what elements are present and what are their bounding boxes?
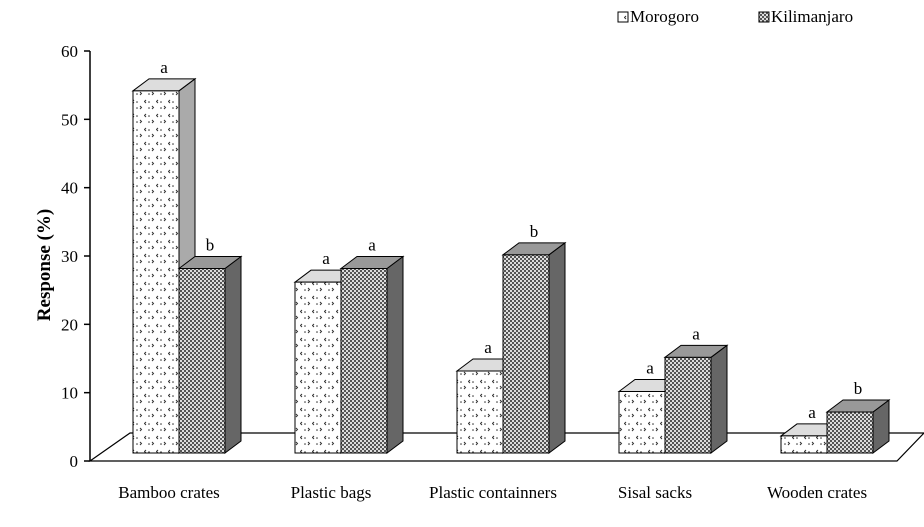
x-tick-label: Wooden crates [767, 483, 867, 502]
bar-face [178, 268, 226, 454]
bar-face [340, 268, 388, 454]
bar-face [826, 411, 874, 454]
bar-face [618, 391, 666, 454]
significance-label: b [206, 236, 215, 255]
significance-label: a [160, 58, 168, 77]
y-tick-label: 10 [61, 384, 78, 403]
significance-label: a [322, 249, 330, 268]
significance-label: b [530, 222, 539, 241]
bar-face [664, 356, 712, 454]
significance-label: a [368, 236, 376, 255]
bar-face [294, 281, 342, 454]
bar [825, 399, 891, 454]
legend-label: Morogoro [630, 7, 699, 26]
bar-face [132, 90, 180, 454]
x-tick-label: Bamboo crates [118, 483, 220, 502]
bar [177, 255, 243, 454]
bar-face [502, 254, 550, 454]
floor [88, 432, 924, 462]
y-axis-label: Response (%) [34, 209, 55, 321]
y-tick-label: 40 [61, 179, 78, 198]
legend-swatch [617, 11, 629, 23]
bar-face [386, 255, 404, 454]
significance-label: a [484, 338, 492, 357]
y-tick-label: 0 [70, 452, 79, 471]
bar-face [780, 435, 828, 454]
y-tick-label: 30 [61, 247, 78, 266]
x-tick-label: Plastic containners [429, 483, 557, 502]
bar-face [710, 344, 728, 454]
x-tick-label: Plastic bags [291, 483, 372, 502]
y-tick-label: 50 [61, 110, 78, 129]
x-tick-label: Sisal sacks [618, 483, 692, 502]
legend-swatch [758, 11, 770, 23]
bar-face [456, 370, 504, 454]
bar-face [224, 255, 242, 454]
significance-label: a [808, 403, 816, 422]
bar [663, 344, 729, 454]
y-tick-label: 20 [61, 315, 78, 334]
significance-label: b [854, 379, 863, 398]
y-tick-label: 60 [61, 42, 78, 61]
bar [339, 255, 405, 454]
legend-label: Kilimanjaro [771, 7, 853, 26]
significance-label: a [692, 324, 700, 343]
bar [501, 241, 567, 454]
significance-label: a [646, 359, 654, 378]
bar-face [548, 241, 566, 454]
